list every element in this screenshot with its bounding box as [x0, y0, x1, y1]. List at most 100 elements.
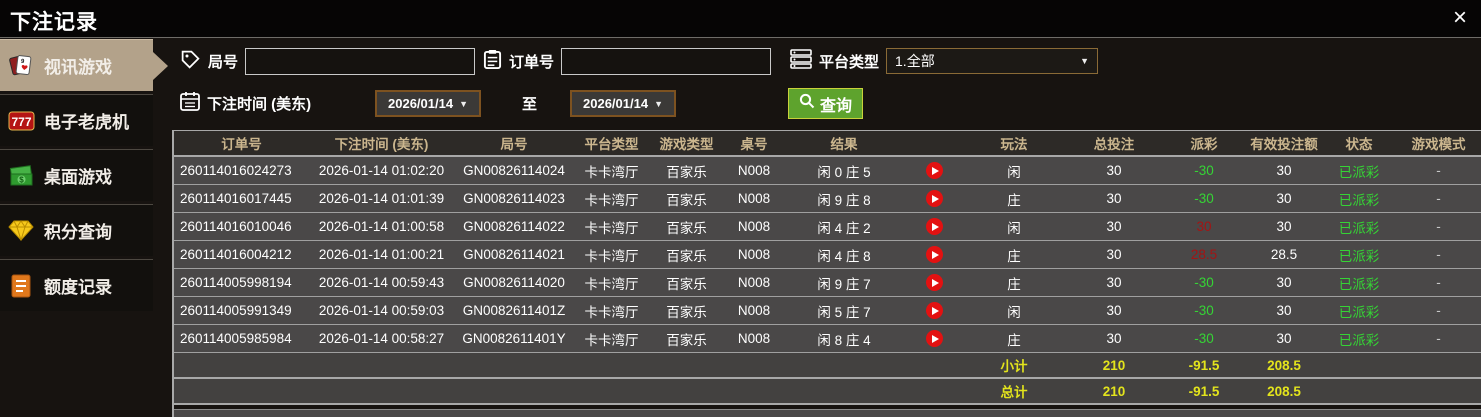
- search-icon: [799, 93, 815, 114]
- cell-valid-bet: 30: [1276, 275, 1292, 290]
- cell-bet-time: 2026-01-14 00:58:27: [318, 331, 445, 346]
- cell-table-no: N008: [737, 331, 771, 346]
- cell-valid-bet: 30: [1276, 163, 1292, 178]
- chevron-down-icon: ▼: [459, 98, 468, 109]
- cell-game-mode: -: [1436, 275, 1441, 290]
- svg-text:777: 777: [11, 115, 31, 129]
- play-icon[interactable]: [925, 330, 943, 347]
- cell-status: 已派彩: [1338, 332, 1380, 348]
- header-round: 局号: [500, 137, 528, 152]
- cell-order: 260114005998194: [180, 275, 292, 290]
- sidebar-item-slots[interactable]: 777 电子老虎机: [0, 94, 153, 146]
- chevron-down-icon: ▼: [654, 98, 663, 109]
- cell-round: GN00826114023: [463, 191, 565, 206]
- cell-status: 已派彩: [1338, 164, 1380, 180]
- date-from-select[interactable]: 2026/01/14 ▼: [375, 90, 481, 117]
- cell-payout: -30: [1194, 303, 1214, 318]
- cell-result: 闲 9 庄 8: [817, 192, 871, 208]
- search-button[interactable]: 查询: [788, 88, 864, 119]
- cell-platform: 卡卡湾厅: [584, 332, 639, 348]
- header-bet-time: 下注时间 (美东): [334, 137, 429, 152]
- play-icon[interactable]: [925, 274, 943, 291]
- play-icon[interactable]: [925, 302, 943, 319]
- cell-platform: 卡卡湾厅: [584, 220, 639, 236]
- cell-payout: -30: [1194, 275, 1214, 290]
- cell-platform: 卡卡湾厅: [584, 164, 639, 180]
- round-label: 局号: [208, 54, 239, 71]
- to-label: 至: [522, 96, 538, 113]
- cell-valid-bet: 30: [1276, 303, 1292, 318]
- header-game-type: 游戏类型: [659, 137, 714, 152]
- cell-game-type: 百家乐: [666, 332, 707, 348]
- order-label: 订单号: [509, 54, 555, 71]
- next-section-strip: [174, 409, 1481, 417]
- cell-replay: [904, 297, 964, 324]
- sidebar-item-credit[interactable]: 额度记录: [0, 259, 153, 311]
- cell-round: GN0082611401Y: [462, 331, 566, 346]
- cell-payout: 30: [1196, 219, 1212, 234]
- table-games-icon: $: [7, 162, 35, 190]
- close-icon[interactable]: ×: [1452, 4, 1467, 31]
- cell-total-bet: 30: [1106, 219, 1122, 234]
- cell-order: 260114016004212: [180, 247, 292, 262]
- cell-total-bet: 30: [1106, 247, 1122, 262]
- date-to-select[interactable]: 2026/01/14 ▼: [570, 90, 676, 117]
- header-result: 结果: [830, 137, 858, 152]
- cell-game-mode: -: [1436, 247, 1441, 262]
- cell-bet-time: 2026-01-14 00:59:03: [318, 303, 445, 318]
- cell-payout: -30: [1194, 331, 1214, 346]
- table-row: 260114016024273 2026-01-14 01:02:20 GN00…: [174, 157, 1481, 185]
- cell-valid-bet: 30: [1276, 191, 1292, 206]
- cell-valid-bet: 28.5: [1270, 247, 1298, 262]
- credit-record-icon: [7, 272, 35, 300]
- play-icon[interactable]: [925, 246, 943, 263]
- play-icon[interactable]: [925, 162, 943, 179]
- table-row: 260114016017445 2026-01-14 01:01:39 GN00…: [174, 185, 1481, 213]
- cell-replay: [904, 185, 964, 212]
- bet-time-label: 下注时间 (美东): [207, 95, 312, 113]
- round-input[interactable]: [245, 48, 476, 75]
- table-row: 260114016010046 2026-01-14 01:00:58 GN00…: [174, 213, 1481, 241]
- dialog-titlebar: 下注记录 ×: [0, 0, 1481, 38]
- cell-replay: [904, 213, 964, 240]
- cell-order: 260114016017445: [180, 191, 292, 206]
- grand-total-row: 总计 210 -91.5 208.5: [174, 379, 1481, 405]
- table-row: 260114005991349 2026-01-14 00:59:03 GN00…: [174, 297, 1481, 325]
- date-range-to: 至: [522, 93, 537, 114]
- cell-result: 闲 5 庄 7: [817, 304, 871, 320]
- cell-result: 闲 4 庄 2: [817, 220, 871, 236]
- cell-bet-time: 2026-01-14 00:59:43: [318, 275, 445, 290]
- video-cards-icon: 9: [7, 52, 35, 80]
- platform-select[interactable]: 1.全部 ▼: [886, 48, 1099, 74]
- subtotal-row: 小计 210 -91.5 208.5: [174, 353, 1481, 379]
- table-row: 260114005985984 2026-01-14 00:58:27 GN00…: [174, 325, 1481, 353]
- chevron-down-icon: ▼: [1080, 56, 1090, 66]
- cell-bet-time: 2026-01-14 01:01:39: [318, 191, 445, 206]
- cell-total-bet: 30: [1106, 275, 1122, 290]
- platform-select-value: 1.全部: [895, 53, 935, 69]
- sidebar-item-video-games[interactable]: 9 视讯游戏: [0, 39, 168, 91]
- cell-payout: 28.5: [1190, 247, 1218, 262]
- play-icon[interactable]: [925, 218, 943, 235]
- table-header-row: 订单号 下注时间 (美东) 局号 平台类型 游戏类型 桌号 结果 玩法 总投注 …: [174, 130, 1481, 157]
- sidebar-item-points[interactable]: 积分查询: [0, 204, 153, 256]
- header-payout: 派彩: [1190, 137, 1218, 152]
- platform-list-icon: [790, 49, 812, 73]
- play-icon[interactable]: [925, 190, 943, 207]
- round-filter: 局号: [180, 48, 476, 75]
- sidebar-item-table-games[interactable]: $ 桌面游戏: [0, 149, 153, 201]
- header-status: 状态: [1345, 137, 1373, 152]
- sidebar: 9 视讯游戏 777 电子老虎机 $ 桌面游戏: [0, 39, 168, 314]
- cell-status: 已派彩: [1338, 304, 1380, 320]
- order-input[interactable]: [561, 48, 772, 75]
- cell-payout: -30: [1194, 191, 1214, 206]
- date-from-value: 2026/01/14: [388, 96, 454, 111]
- cell-bet-type: 庄: [1007, 248, 1021, 264]
- cell-game-mode: -: [1436, 303, 1441, 318]
- order-filter: 订单号: [483, 48, 772, 75]
- cell-order: 260114005991349: [180, 303, 292, 318]
- subtotal-label: 小计: [1000, 359, 1028, 374]
- cell-bet-type: 庄: [1007, 276, 1021, 292]
- cell-game-mode: -: [1436, 191, 1441, 206]
- grand-total-valid-bet: 208.5: [1267, 383, 1301, 399]
